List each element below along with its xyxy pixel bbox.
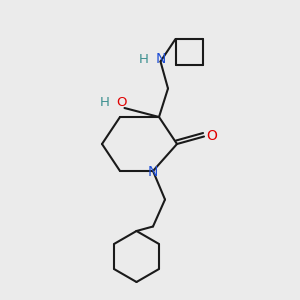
Text: H: H — [139, 52, 149, 66]
Text: H: H — [100, 95, 110, 109]
Text: N: N — [155, 52, 166, 66]
Text: N: N — [148, 166, 158, 179]
Text: O: O — [116, 95, 127, 109]
Text: O: O — [206, 130, 217, 143]
